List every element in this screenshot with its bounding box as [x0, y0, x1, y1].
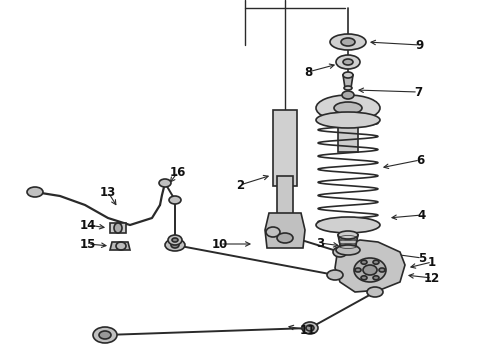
Ellipse shape [363, 265, 377, 275]
Ellipse shape [342, 91, 354, 99]
Ellipse shape [354, 258, 386, 282]
Ellipse shape [114, 223, 122, 233]
Text: 10: 10 [212, 238, 228, 251]
Text: 2: 2 [236, 179, 244, 192]
Text: 4: 4 [418, 208, 426, 221]
Text: 7: 7 [414, 86, 422, 99]
Ellipse shape [355, 268, 361, 272]
Text: 15: 15 [80, 238, 96, 251]
Polygon shape [110, 242, 130, 250]
Bar [277, 176, 293, 216]
Ellipse shape [165, 239, 185, 251]
Ellipse shape [327, 270, 343, 280]
Text: 14: 14 [80, 219, 96, 231]
Text: 8: 8 [304, 66, 312, 78]
Ellipse shape [159, 179, 171, 187]
Ellipse shape [99, 331, 111, 339]
Ellipse shape [336, 245, 360, 255]
Text: 12: 12 [424, 271, 440, 284]
Text: 1: 1 [428, 256, 436, 269]
Text: 3: 3 [316, 237, 324, 249]
Text: 16: 16 [170, 166, 186, 179]
Ellipse shape [171, 242, 179, 248]
Ellipse shape [330, 34, 366, 50]
Ellipse shape [343, 72, 353, 78]
Ellipse shape [172, 238, 178, 242]
Ellipse shape [344, 86, 352, 90]
Text: 9: 9 [416, 39, 424, 51]
Polygon shape [265, 213, 305, 248]
Ellipse shape [338, 231, 358, 239]
Ellipse shape [316, 95, 380, 121]
Polygon shape [343, 75, 353, 88]
Ellipse shape [306, 325, 314, 331]
Ellipse shape [361, 260, 367, 264]
Bar [338, 108, 358, 152]
Ellipse shape [336, 55, 360, 69]
Ellipse shape [373, 260, 379, 264]
Ellipse shape [277, 233, 293, 243]
Ellipse shape [302, 322, 318, 334]
Ellipse shape [361, 276, 367, 280]
Text: 6: 6 [416, 153, 424, 166]
Ellipse shape [341, 38, 355, 46]
Bar [273, 110, 297, 186]
Text: 11: 11 [300, 324, 316, 337]
Ellipse shape [168, 235, 182, 245]
Text: 13: 13 [100, 185, 116, 198]
Ellipse shape [316, 112, 380, 128]
Polygon shape [335, 240, 405, 292]
Ellipse shape [27, 187, 43, 197]
Polygon shape [338, 235, 358, 250]
Ellipse shape [373, 276, 379, 280]
Ellipse shape [367, 287, 383, 297]
Ellipse shape [343, 59, 353, 65]
Ellipse shape [169, 196, 181, 204]
Ellipse shape [334, 102, 362, 114]
Ellipse shape [316, 217, 380, 233]
Text: 5: 5 [418, 252, 426, 265]
Ellipse shape [93, 327, 117, 343]
Ellipse shape [379, 268, 385, 272]
Ellipse shape [333, 247, 347, 257]
Ellipse shape [266, 227, 280, 237]
Bar [110, 223, 126, 233]
